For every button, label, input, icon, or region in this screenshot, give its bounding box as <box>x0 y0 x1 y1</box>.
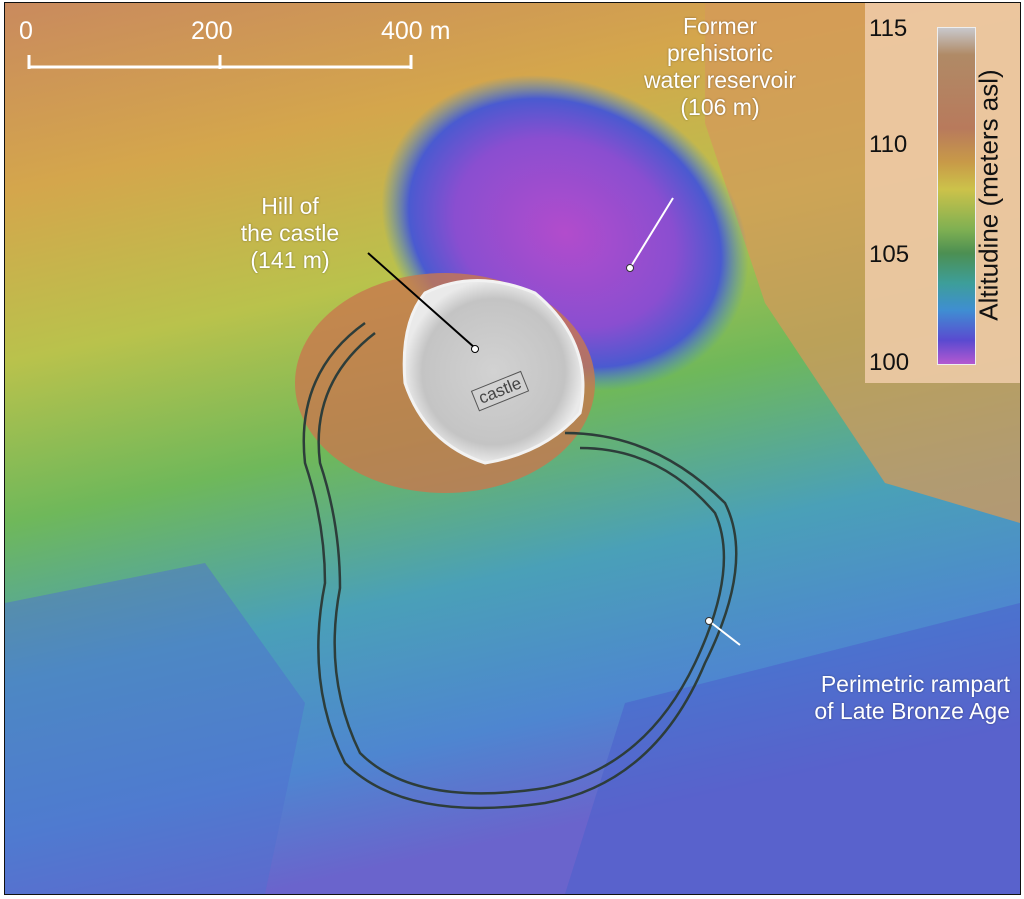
reservoir-label-line: Former <box>682 13 758 39</box>
hill-label: Hill of the castle (141 m) <box>220 193 360 274</box>
legend-tick-110: 110 <box>869 131 908 158</box>
rampart-label-line: Perimetric rampart <box>820 671 1010 697</box>
reservoir-label-line: prehistoric <box>666 40 774 66</box>
hill-label-line: (141 m) <box>250 247 330 273</box>
legend-tick-105: 105 <box>869 241 910 268</box>
reservoir-label-line: water reservoir <box>643 67 797 93</box>
elevation-map: 0 200 400 m Former prehistoric water res… <box>4 2 1021 895</box>
legend-tick-100: 100 <box>869 349 910 376</box>
scale-label-200: 200 <box>191 17 233 45</box>
scale-label-0: 0 <box>19 17 33 45</box>
color-ramp <box>937 27 976 365</box>
terrain-layer <box>5 3 1020 894</box>
rampart-outline <box>302 321 738 810</box>
hill-label-line: Hill of <box>261 193 319 219</box>
rampart-label-line: of Late Bronze Age <box>814 698 1010 724</box>
scale-label-400: 400 m <box>381 17 451 45</box>
hill-label-line: the castle <box>240 220 340 246</box>
rampart-label: Perimetric rampart of Late Bronze Age <box>720 671 1010 725</box>
legend-title: Altitudine (meters asl) <box>973 69 1004 321</box>
legend-tick-115: 115 <box>869 15 908 42</box>
scale-bar <box>27 55 413 69</box>
altitude-legend: 115 110 105 100 Altitudine (meters asl) <box>865 3 1020 383</box>
reservoir-label: Former prehistoric water reservoir (106 … <box>615 13 825 121</box>
reservoir-label-line: (106 m) <box>680 94 760 120</box>
